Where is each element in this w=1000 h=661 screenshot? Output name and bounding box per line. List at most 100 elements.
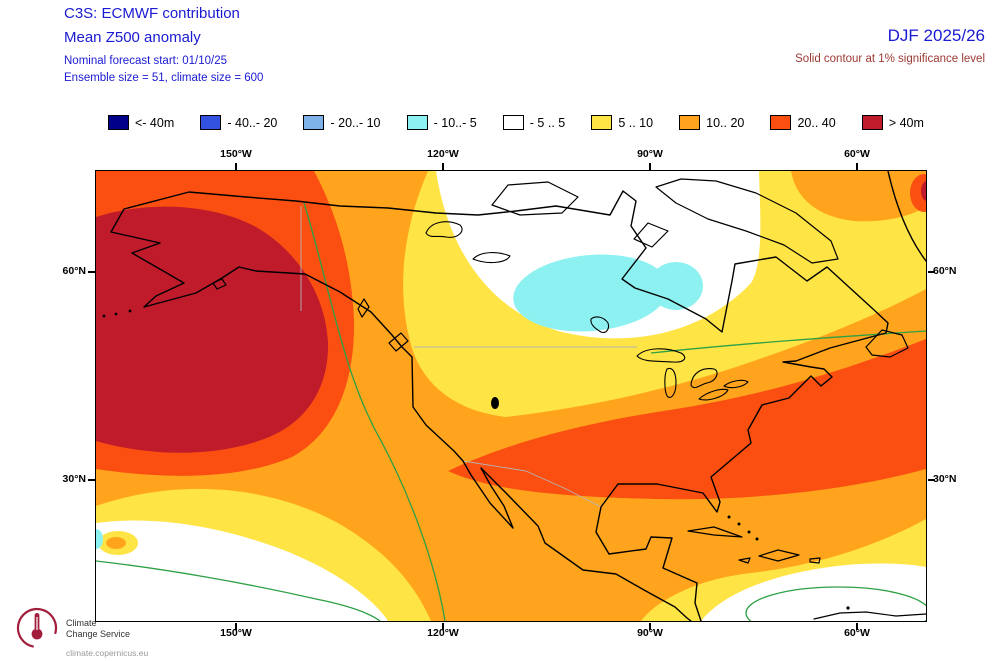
legend-swatch — [502, 115, 524, 130]
newfoundland — [865, 329, 909, 358]
lat-tick-label: 30°N — [933, 473, 957, 485]
lat-tick — [928, 271, 935, 273]
green-contour-southeast — [745, 586, 926, 621]
legend-swatch — [200, 115, 222, 130]
southampton-island — [633, 222, 669, 248]
jamaica — [738, 557, 751, 564]
legend-label: - 10..- 5 — [433, 115, 477, 130]
islands — [212, 178, 926, 620]
green-contour-west — [303, 202, 446, 621]
lon-tick-label: 60°W — [844, 627, 870, 639]
legend-label: <- 40m — [135, 115, 175, 130]
great-slave-lake — [472, 252, 511, 264]
legend-label: - 20..- 10 — [330, 115, 381, 130]
legend-item: - 20..- 10 — [303, 115, 381, 130]
legend-item: 20.. 40 — [770, 115, 836, 130]
legend-label: > 40m — [888, 115, 924, 130]
legend-item: <- 40m — [108, 115, 174, 130]
page-title: C3S: ECMWF contribution — [64, 5, 240, 22]
lake-erie — [698, 388, 729, 401]
ensemble-info-text: Ensemble size = 51, climate size = 600 — [64, 72, 264, 84]
hispaniola — [758, 549, 800, 562]
fill-cyan-left-edge — [96, 529, 103, 549]
legend-swatch — [406, 115, 428, 130]
fill-orange-northeast — [791, 171, 926, 222]
legend-label: - 5 .. 5 — [529, 115, 566, 130]
green-contour-southwest — [96, 560, 381, 621]
lon-tick-label: 150°W — [220, 627, 252, 639]
map-frame — [95, 170, 927, 622]
fill-redorange-corner — [910, 174, 926, 212]
lon-tick-label: 90°W — [637, 148, 663, 160]
anomaly-fills — [96, 171, 926, 621]
legend-item: - 40..- 20 — [200, 115, 277, 130]
great-salt-lake — [491, 397, 499, 409]
lon-tick — [235, 623, 237, 630]
green-contour-east — [650, 330, 926, 354]
lon-tick — [442, 623, 444, 630]
bahamas-dot — [747, 530, 751, 534]
legend-item: 10.. 20 — [679, 115, 744, 130]
logo-service-name-line2: Change Service — [66, 629, 131, 639]
map-canvas — [96, 171, 926, 621]
trinidad-dot — [846, 606, 850, 610]
lat-tick — [88, 271, 95, 273]
lake-winnipeg — [590, 316, 610, 333]
fill-redorange-southeast — [448, 339, 926, 500]
legend-label: - 40..- 20 — [227, 115, 278, 130]
small-islands — [102, 309, 850, 610]
lat-tick-label: 60°N — [933, 265, 957, 277]
fill-orange-spot — [106, 537, 126, 549]
fill-white-southeast — [701, 563, 926, 621]
bahamas-dot — [737, 522, 741, 526]
lake-huron — [690, 368, 718, 389]
lon-tick-label: 120°W — [427, 148, 459, 160]
copernicus-climate-logo — [12, 602, 62, 654]
coastline-greenland — [887, 171, 926, 262]
bahamas-dot — [755, 537, 759, 541]
lon-tick-label: 90°W — [637, 627, 663, 639]
lon-tick — [856, 623, 858, 630]
fill-darkred-corner — [921, 181, 926, 201]
fill-darkred-northwest — [96, 206, 329, 453]
lon-tick — [649, 623, 651, 630]
lat-tick-label: 30°N — [62, 473, 86, 485]
legend-swatch — [591, 115, 613, 130]
lakes — [425, 221, 749, 401]
legend-item: 5 .. 10 — [591, 115, 653, 130]
lake-ontario — [723, 379, 749, 389]
legend-swatch — [108, 115, 129, 130]
significance-note: Solid contour at 1% significance level — [795, 53, 985, 65]
lon-tick — [649, 163, 651, 170]
legend-label: 20.. 40 — [797, 115, 836, 130]
lon-tick — [442, 163, 444, 170]
lon-tick-label: 60°W — [844, 148, 870, 160]
haida-gwaii — [357, 298, 370, 318]
fill-white-southwest — [96, 520, 388, 621]
legend: <- 40m - 40..- 20 - 20..- 10 - 10..- 5 - 5 .… — [108, 115, 924, 130]
legend-swatch — [679, 115, 701, 130]
fill-cyan-lobe — [649, 262, 703, 310]
legend-label: 10.. 20 — [706, 115, 745, 130]
lat-tick-label: 60°N — [62, 265, 86, 277]
lon-tick — [235, 163, 237, 170]
logo-service-name: Climate Change Service — [66, 618, 130, 640]
baffin-island — [655, 178, 839, 264]
bahamas-dot — [727, 515, 731, 519]
aleutian-dot — [128, 309, 132, 313]
legend-item: > 40m — [861, 115, 924, 130]
forecast-start-text: Nominal forecast start: 01/10/25 — [64, 55, 227, 67]
legend-item: - 10..- 5 — [406, 115, 477, 130]
season-label: DJF 2025/26 — [887, 26, 985, 45]
legend-label: 5 .. 10 — [618, 115, 654, 130]
lake-michigan — [664, 367, 677, 398]
great-bear-lake — [425, 221, 463, 238]
logo-service-name-line1: Climate — [66, 618, 97, 628]
lat-tick — [88, 479, 95, 481]
admin-borders — [300, 206, 637, 508]
coastlines — [102, 171, 926, 621]
border-us-mexico — [462, 460, 602, 508]
aleutian-dot — [102, 314, 106, 318]
lon-tick — [856, 163, 858, 170]
lat-tick — [928, 479, 935, 481]
